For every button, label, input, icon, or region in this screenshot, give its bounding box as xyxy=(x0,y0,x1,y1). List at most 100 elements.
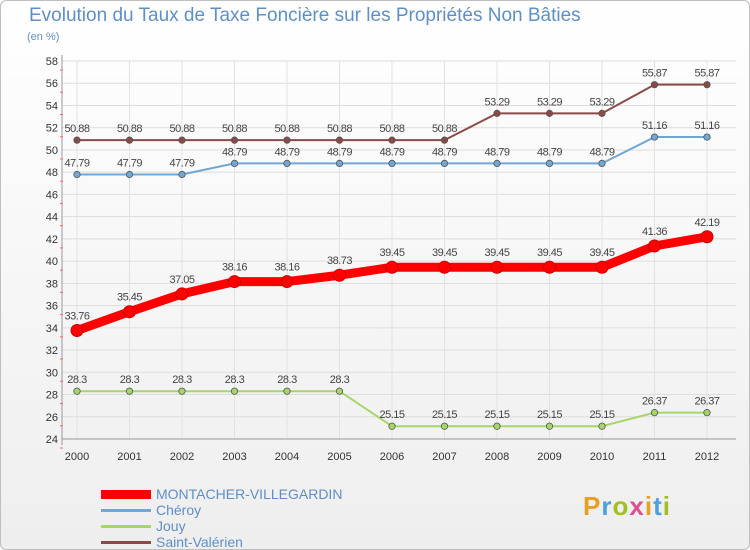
logo-letter: t xyxy=(653,491,663,521)
data-label: 47.79 xyxy=(117,158,142,170)
data-label: 25.15 xyxy=(432,409,457,421)
data-point xyxy=(333,268,346,282)
x-tick-label: 2012 xyxy=(695,451,719,463)
data-label: 50.88 xyxy=(327,123,352,135)
data-point xyxy=(385,260,399,274)
data-point xyxy=(545,422,554,430)
data-point xyxy=(73,136,81,144)
legend-swatch xyxy=(101,490,151,499)
data-label: 25.15 xyxy=(589,409,614,421)
x-tick-label: 2010 xyxy=(590,451,614,463)
data-label: 53.29 xyxy=(589,96,614,108)
data-label: 48.79 xyxy=(222,146,247,158)
y-tick-label: 34 xyxy=(46,323,58,335)
x-tick-label: 2008 xyxy=(485,451,509,463)
unit-label: (en %) xyxy=(27,31,60,43)
y-tick-label: 30 xyxy=(46,367,58,379)
y-tick-label: 26 xyxy=(46,412,58,424)
data-point xyxy=(230,159,239,167)
data-point xyxy=(440,136,449,144)
y-tick-label: 48 xyxy=(46,167,58,179)
data-point xyxy=(123,305,136,319)
data-point xyxy=(490,260,504,274)
data-point xyxy=(388,422,396,430)
data-label: 47.79 xyxy=(169,158,194,170)
y-tick-label: 38 xyxy=(46,278,58,290)
data-label: 53.29 xyxy=(537,96,562,108)
data-point xyxy=(283,159,291,167)
data-label: 26.37 xyxy=(642,396,667,408)
data-point xyxy=(388,159,396,167)
data-label: 50.88 xyxy=(432,123,457,135)
data-label: 47.79 xyxy=(64,158,89,170)
y-tick-label: 32 xyxy=(46,345,58,357)
data-point xyxy=(125,387,134,395)
x-tick-label: 2007 xyxy=(432,451,456,463)
data-point xyxy=(73,387,81,395)
data-label: 39.45 xyxy=(537,247,562,259)
data-label: 28.3 xyxy=(225,374,245,386)
data-point xyxy=(125,170,134,179)
data-label: 50.88 xyxy=(222,123,247,135)
data-point xyxy=(228,275,241,289)
data-label: 39.45 xyxy=(484,247,509,259)
data-point xyxy=(700,230,714,244)
data-point xyxy=(335,387,344,395)
data-point xyxy=(388,136,396,144)
data-label: 39.45 xyxy=(379,247,404,259)
data-point xyxy=(598,109,606,117)
y-tick-label: 56 xyxy=(46,78,58,90)
data-point xyxy=(230,136,239,144)
proxiti-logo: Proxiti xyxy=(583,491,671,522)
y-tick-label: 44 xyxy=(46,212,58,224)
data-label: 50.88 xyxy=(274,123,299,135)
legend-label: Saint-Valérien xyxy=(156,534,243,550)
data-point xyxy=(178,136,186,144)
y-tick-label: 52 xyxy=(46,123,58,135)
data-point xyxy=(650,133,659,141)
data-label: 26.37 xyxy=(694,396,719,408)
data-label: 48.79 xyxy=(379,146,404,158)
logo-letter: P xyxy=(583,491,602,521)
x-tick-label: 2011 xyxy=(643,451,667,463)
data-point xyxy=(73,170,81,179)
y-tick-label: 28 xyxy=(46,390,58,402)
y-tick-label: 54 xyxy=(46,100,58,112)
data-point xyxy=(283,387,291,395)
data-label: 48.79 xyxy=(432,146,457,158)
data-labels: 28.3 28.3 28.3 28.3 28.3 28.3 25.15 25.15 25.15 2… xyxy=(64,68,720,422)
x-tick-label: 2002 xyxy=(170,451,194,463)
data-label: 48.79 xyxy=(589,146,614,158)
legend-swatch xyxy=(101,525,151,528)
data-label: 25.15 xyxy=(484,409,509,421)
data-point xyxy=(648,239,661,253)
data-point xyxy=(335,136,344,144)
data-point xyxy=(70,323,84,337)
data-point xyxy=(178,387,186,395)
data-point xyxy=(650,409,659,417)
data-point xyxy=(703,133,711,141)
x-tick-label: 2000 xyxy=(65,451,89,463)
data-point xyxy=(438,260,451,274)
logo-letter: o xyxy=(612,491,630,521)
data-point xyxy=(125,136,134,144)
x-tick-label: 2005 xyxy=(327,451,351,463)
data-point xyxy=(543,260,556,274)
legend-label: Jouy xyxy=(156,518,186,534)
data-label: 37.05 xyxy=(169,274,194,286)
data-point xyxy=(280,275,294,289)
data-label: 38.73 xyxy=(327,255,352,267)
y-tick-label: 36 xyxy=(46,301,58,313)
data-label: 48.79 xyxy=(537,146,562,158)
data-label: 33.76 xyxy=(64,310,89,322)
data-label: 28.3 xyxy=(330,374,350,386)
y-tick-label: 58 xyxy=(46,56,58,68)
data-label: 51.16 xyxy=(694,120,719,132)
data-label: 48.79 xyxy=(484,146,509,158)
logo-letter: x xyxy=(629,491,645,521)
data-point xyxy=(493,422,501,430)
legend-label: Chéroy xyxy=(156,502,202,518)
x-tick-label: 2009 xyxy=(537,451,561,463)
data-point xyxy=(703,81,711,89)
x-tick-label: 2004 xyxy=(275,451,299,463)
